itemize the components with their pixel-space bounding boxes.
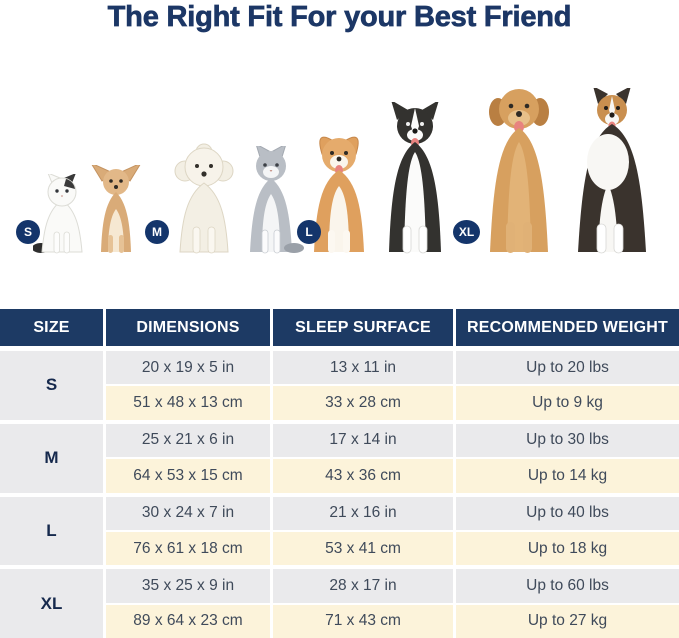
sleep-surface-cell: 17 x 14 in: [273, 423, 453, 458]
size-badge-s: S: [16, 220, 40, 244]
weight-cell: Up to 27 kg: [456, 604, 679, 638]
sleep-surface-cell: 71 x 43 cm: [273, 604, 453, 638]
dimensions-cell: 89 x 64 x 23 cm: [106, 604, 270, 638]
weight-cell: Up to 30 lbs: [456, 423, 679, 458]
chihuahua-icon: [88, 165, 144, 254]
size-badge-l: L: [297, 220, 321, 244]
weight-cell: Up to 60 lbs: [456, 569, 679, 603]
dimensions-cell: 51 x 48 x 13 cm: [106, 386, 270, 420]
size-cell: XL: [0, 569, 103, 638]
size-badge-m: M: [145, 220, 169, 244]
header-cell-sleep-surface: SLEEP SURFACE: [273, 309, 453, 346]
weight-cell: Up to 14 kg: [456, 459, 679, 493]
dimensions-cell: 30 x 24 x 7 in: [106, 496, 270, 530]
golden-retriever-icon: [472, 82, 566, 254]
size-cell: S: [0, 351, 103, 420]
sleep-surface-cell: 43 x 36 cm: [273, 459, 453, 493]
weight-cell: Up to 40 lbs: [456, 496, 679, 530]
size-cell: M: [0, 423, 103, 493]
size-table: SIZE DIMENSIONS SLEEP SURFACE RECOMMENDE…: [0, 309, 679, 638]
sleep-surface-cell: 13 x 11 in: [273, 351, 453, 385]
table-group-l: L 30 x 24 x 7 in 21 x 16 in Up to 40 lbs…: [0, 496, 679, 566]
weight-cell: Up to 20 lbs: [456, 351, 679, 385]
dimensions-cell: 35 x 25 x 9 in: [106, 569, 270, 603]
header-cell-dimensions: DIMENSIONS: [106, 309, 270, 346]
animal-illustrations: [0, 58, 679, 256]
dimensions-cell: 25 x 21 x 6 in: [106, 423, 270, 458]
size-badge-m-label: M: [152, 225, 162, 239]
weight-cell: Up to 9 kg: [456, 386, 679, 420]
corgi-dog-icon: [298, 132, 380, 254]
dimensions-cell: 64 x 53 x 15 cm: [106, 459, 270, 493]
table-group-xl: XL 35 x 25 x 9 in 28 x 17 in Up to 60 lb…: [0, 569, 679, 638]
table-group-m: M 25 x 21 x 6 in 17 x 14 in Up to 30 lbs…: [0, 423, 679, 493]
page-title: The Right Fit For your Best Friend: [107, 1, 572, 34]
rough-collie-icon: [560, 88, 664, 254]
sleep-surface-cell: 21 x 16 in: [273, 496, 453, 530]
white-cat-icon: [33, 174, 91, 254]
sleep-surface-cell: 28 x 17 in: [273, 569, 453, 603]
border-collie-icon: [372, 102, 458, 254]
sleep-surface-cell: 33 x 28 cm: [273, 386, 453, 420]
gray-cat-icon: [238, 146, 304, 254]
table-header-row: SIZE DIMENSIONS SLEEP SURFACE RECOMMENDE…: [0, 309, 679, 346]
size-badge-xl: XL: [453, 220, 480, 244]
sleep-surface-cell: 53 x 41 cm: [273, 531, 453, 566]
size-badge-l-label: L: [305, 225, 313, 239]
size-badge-s-label: S: [23, 225, 32, 239]
size-cell: L: [0, 496, 103, 566]
dimensions-cell: 20 x 19 x 5 in: [106, 351, 270, 385]
maltese-dog-icon: [166, 141, 242, 254]
weight-cell: Up to 18 kg: [456, 531, 679, 566]
size-badge-xl-label: XL: [458, 225, 475, 239]
header-cell-size: SIZE: [0, 309, 103, 346]
table-group-s: S 20 x 19 x 5 in 13 x 11 in Up to 20 lbs…: [0, 351, 679, 420]
header-cell-recommended-weight: RECOMMENDED WEIGHT: [456, 309, 679, 346]
dimensions-cell: 76 x 61 x 18 cm: [106, 531, 270, 566]
